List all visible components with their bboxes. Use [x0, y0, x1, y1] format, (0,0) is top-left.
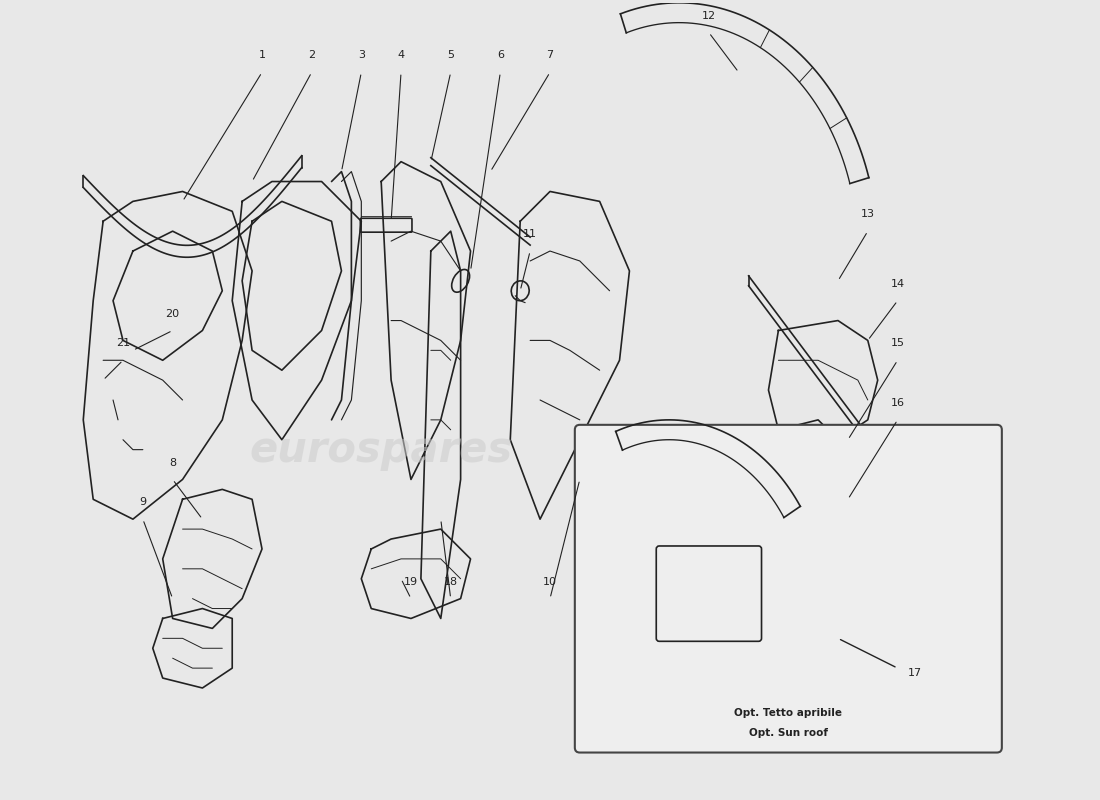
Text: 7: 7	[547, 50, 553, 60]
Text: 2: 2	[308, 50, 316, 60]
Text: 14: 14	[891, 278, 904, 289]
Text: 11: 11	[524, 229, 537, 239]
Text: Opt. Tetto apribile: Opt. Tetto apribile	[735, 708, 843, 718]
Text: 6: 6	[497, 50, 504, 60]
Text: 20: 20	[166, 309, 179, 318]
Text: 9: 9	[140, 498, 146, 507]
FancyBboxPatch shape	[575, 425, 1002, 753]
Text: Opt. Sun roof: Opt. Sun roof	[749, 728, 828, 738]
Text: 21: 21	[116, 338, 130, 348]
Text: 13: 13	[861, 210, 875, 219]
Text: 12: 12	[702, 10, 716, 21]
Text: 19: 19	[404, 577, 418, 586]
Text: 3: 3	[358, 50, 365, 60]
Text: 17: 17	[908, 668, 922, 678]
Text: 8: 8	[169, 458, 176, 467]
Text: 18: 18	[443, 577, 458, 586]
Text: 10: 10	[543, 577, 557, 586]
Text: 1: 1	[258, 50, 265, 60]
Text: 16: 16	[891, 398, 904, 408]
Text: 5: 5	[448, 50, 454, 60]
Text: eurospares: eurospares	[250, 429, 513, 470]
Text: 15: 15	[891, 338, 904, 348]
Text: 4: 4	[397, 50, 405, 60]
